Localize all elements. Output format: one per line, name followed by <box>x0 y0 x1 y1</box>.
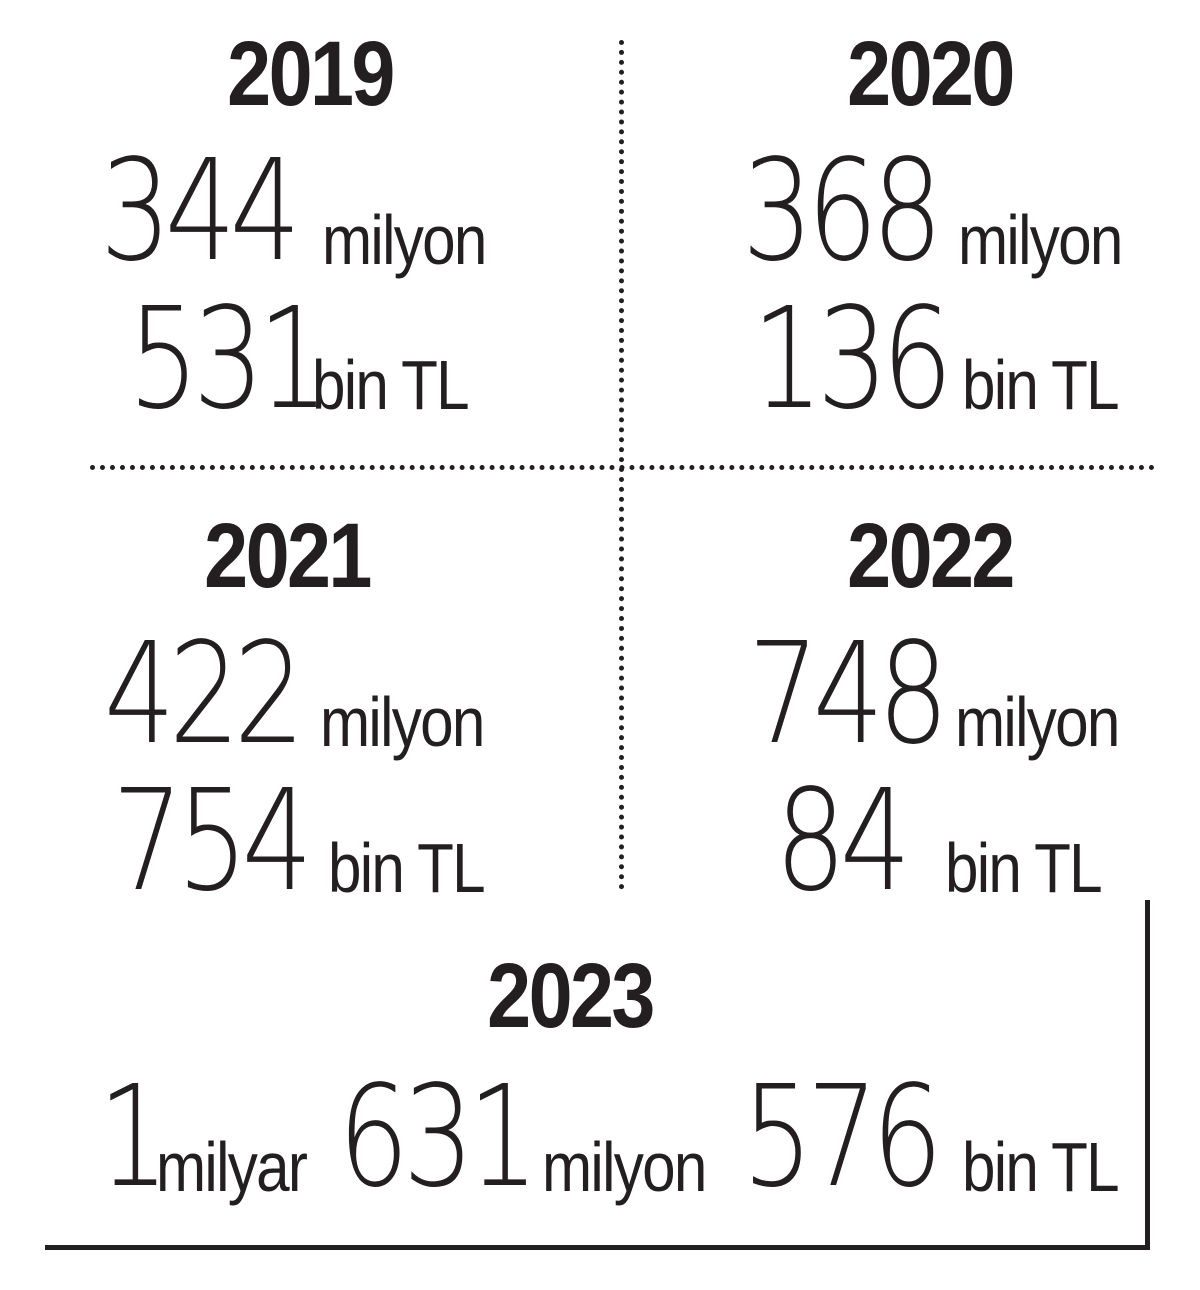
amount-unit: milyon <box>955 683 1120 761</box>
amount-unit-1: milyon <box>322 205 512 275</box>
amount-line-2: 531 <box>128 290 371 430</box>
amount-number: 136 <box>752 278 953 441</box>
amount-line-2: 84 <box>775 772 937 912</box>
amount-line-1: 422 <box>104 625 347 765</box>
amount-unit: milyon <box>320 683 485 761</box>
amount-number: 84 <box>775 760 911 923</box>
amount-unit-2: bin TL <box>945 833 1126 903</box>
year-label: 2020 <box>847 23 1015 125</box>
amount-unit: bin TL <box>962 1128 1120 1206</box>
amount-unit: bin TL <box>328 829 486 907</box>
amount-number: 344 <box>100 130 301 293</box>
amount-unit: milyon <box>322 201 487 279</box>
frame-right-line <box>1145 900 1150 1250</box>
total-part-3-unit: bin TL <box>962 1132 1143 1202</box>
amount-number: 531 <box>128 278 329 441</box>
amount-number: 576 <box>742 1056 943 1219</box>
amount-number: 754 <box>112 760 313 923</box>
amount-line-1: 748 <box>748 625 991 765</box>
amount-number: 422 <box>104 613 305 776</box>
total-part-1-unit: milyar <box>156 1132 331 1202</box>
year-label: 2023 <box>487 945 655 1047</box>
horizontal-dotted-divider <box>90 465 1155 470</box>
amount-number: 1 <box>98 1056 169 1219</box>
total-part-2-unit: milyon <box>542 1132 732 1202</box>
amount-unit: milyon <box>542 1128 707 1206</box>
total-part-3-number: 576 <box>742 1068 985 1208</box>
amount-unit-1: milyon <box>320 687 510 757</box>
amount-line-2: 754 <box>112 772 355 912</box>
amount-line-2: 136 <box>752 290 995 430</box>
amount-unit-2: bin TL <box>962 350 1143 420</box>
year-label: 2021 <box>204 505 372 607</box>
amount-number: 748 <box>748 613 949 776</box>
total-part-2-number: 631 <box>338 1068 581 1208</box>
amount-line-1: 368 <box>742 142 985 282</box>
amount-unit-2: bin TL <box>328 833 509 903</box>
year-label: 2019 <box>227 23 395 125</box>
amount-unit: milyon <box>958 201 1123 279</box>
frame-bottom-line <box>45 1245 1150 1250</box>
amount-unit-1: milyon <box>955 687 1145 757</box>
amount-unit: bin TL <box>312 346 470 424</box>
year-label: 2022 <box>847 505 1015 607</box>
amount-unit-2: bin TL <box>312 350 493 420</box>
amount-unit: bin TL <box>945 829 1103 907</box>
amount-number: 368 <box>742 130 943 293</box>
amount-line-1: 344 <box>100 142 343 282</box>
amount-unit-1: milyon <box>958 205 1148 275</box>
total-part-1-number: 1 <box>98 1068 179 1208</box>
amount-unit: bin TL <box>962 346 1120 424</box>
amount-unit: milyar <box>156 1128 308 1206</box>
amount-number: 631 <box>338 1056 539 1219</box>
